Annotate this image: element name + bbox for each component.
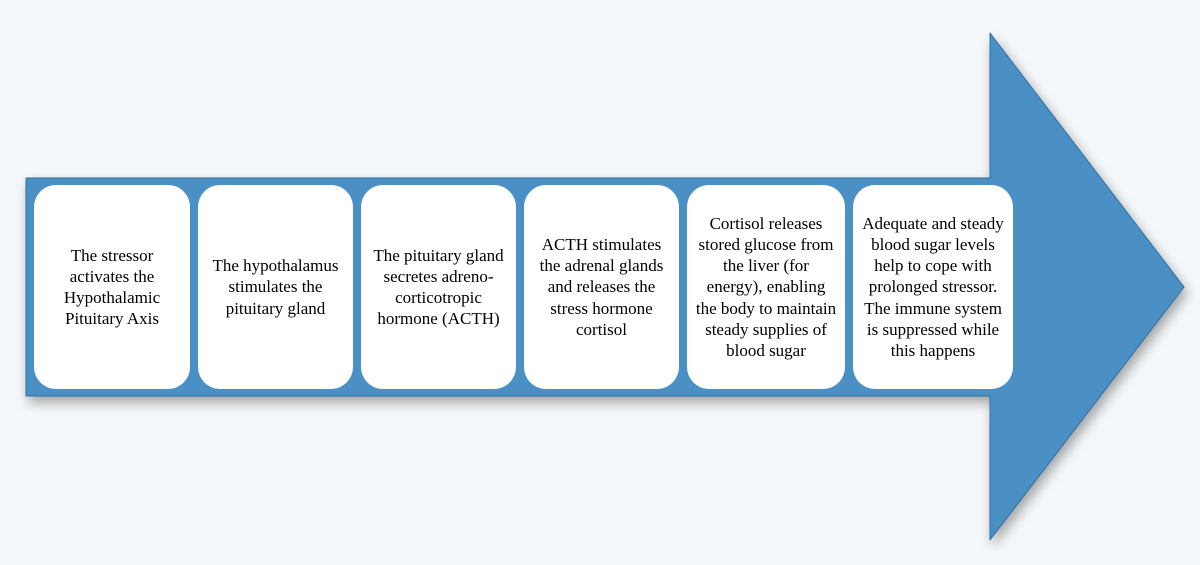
step-box-6: Adequate and steady blood sugar levels h… (853, 185, 1013, 389)
step-box-4: ACTH stimulates the adrenal glands and r… (524, 185, 679, 389)
diagram-canvas: The stressor activates the Hypothalamic … (0, 0, 1200, 565)
step-boxes-container: The stressor activates the Hypothalamic … (34, 185, 1013, 389)
step-box-5: Cortisol releases stored glucose from th… (687, 185, 845, 389)
step-box-2: The hypothalamus stimulates the pituitar… (198, 185, 353, 389)
step-box-1: The stressor activates the Hypothalamic … (34, 185, 190, 389)
step-box-3: The pituitary gland secretes adreno-cort… (361, 185, 516, 389)
